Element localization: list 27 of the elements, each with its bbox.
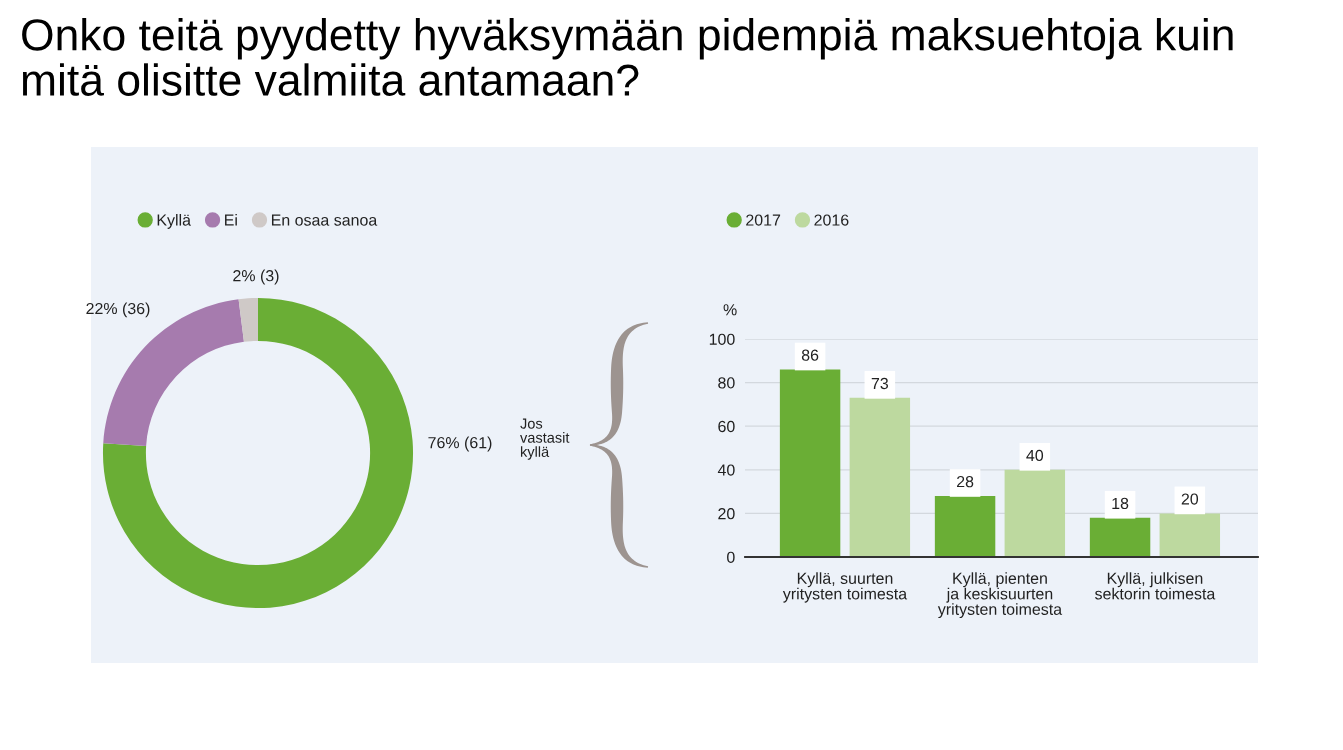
text: Onko teitä pyydetty hyväksymään pidempiä maksuehtoja kuin mitä olisitte valmiita antamaan? xyxy=(22,18,1233,96)
x-tick-label: Kyllä, julkisen sektorin toimesta xyxy=(1095,572,1216,600)
y-axis-title: % xyxy=(723,304,737,316)
legend-label: En osaa sanoa xyxy=(271,214,378,226)
y-tick-label: 100 xyxy=(709,333,735,345)
y-tick-label: 20 xyxy=(718,508,735,520)
x-tick-label: Kyllä, suurten yritysten toimesta xyxy=(782,572,908,603)
data-label: 22% (36) xyxy=(86,302,150,318)
text: Jos vastasit kyllä xyxy=(520,418,570,460)
data-label: 40 xyxy=(1026,449,1044,462)
data-label: 28 xyxy=(957,475,974,488)
data-label: 86 xyxy=(801,349,819,361)
y-tick-label: 80 xyxy=(718,377,735,389)
data-label: 20 xyxy=(1181,493,1199,505)
y-tick-label: 60 xyxy=(718,420,735,433)
y-tick-label: 40 xyxy=(717,464,735,476)
donut-slice xyxy=(238,297,258,342)
data-label: 18 xyxy=(1112,497,1129,510)
data-label: 2% (3) xyxy=(233,269,279,285)
legend-label: 2016 xyxy=(814,214,849,226)
legend-label: 2017 xyxy=(746,214,781,226)
data-label: 73 xyxy=(871,377,889,390)
data-label: 76% (61) xyxy=(428,436,492,452)
y-tick-label: 0 xyxy=(727,551,735,563)
legend-label: Kyllä xyxy=(157,214,191,229)
x-tick-label: Kyllä, pienten ja keskisuurten yritysten toimesta xyxy=(937,572,1063,619)
legend-label: Ei xyxy=(225,214,237,226)
